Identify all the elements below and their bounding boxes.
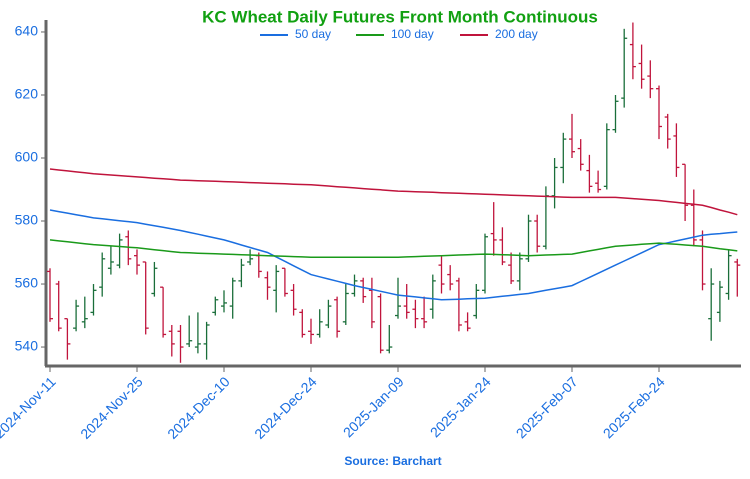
- legend-label: 200 day: [495, 27, 538, 41]
- legend-label: 100 day: [391, 27, 434, 41]
- y-tick-label: 580: [15, 212, 39, 228]
- x-tick-label: 2024-Nov-11: [0, 373, 59, 441]
- y-tick-label: 560: [15, 275, 39, 291]
- y-tick-label: 540: [15, 338, 39, 354]
- y-tick-label: 620: [15, 86, 39, 102]
- ma-line: [49, 239, 738, 258]
- legend-label: 50 day: [295, 27, 331, 41]
- y-tick-label: 600: [15, 149, 39, 165]
- x-tick-label: 2025-Jan-24: [427, 373, 494, 440]
- x-tick-label: 2025-Feb-07: [513, 373, 581, 441]
- ma-line: [49, 168, 738, 216]
- x-tick-label: 2025-Jan-09: [340, 373, 407, 440]
- y-tick-label: 640: [15, 23, 39, 39]
- x-tick-label: 2024-Nov-25: [77, 373, 146, 442]
- chart-title: KC Wheat Daily Futures Front Month Conti…: [202, 7, 598, 26]
- x-tick-label: 2024-Dec-24: [251, 373, 320, 442]
- source: Source: Barchart: [344, 454, 441, 468]
- ma-line: [49, 209, 738, 301]
- x-tick-label: 2025-Feb-24: [600, 373, 668, 441]
- x-tick-label: 2024-Dec-10: [164, 373, 233, 442]
